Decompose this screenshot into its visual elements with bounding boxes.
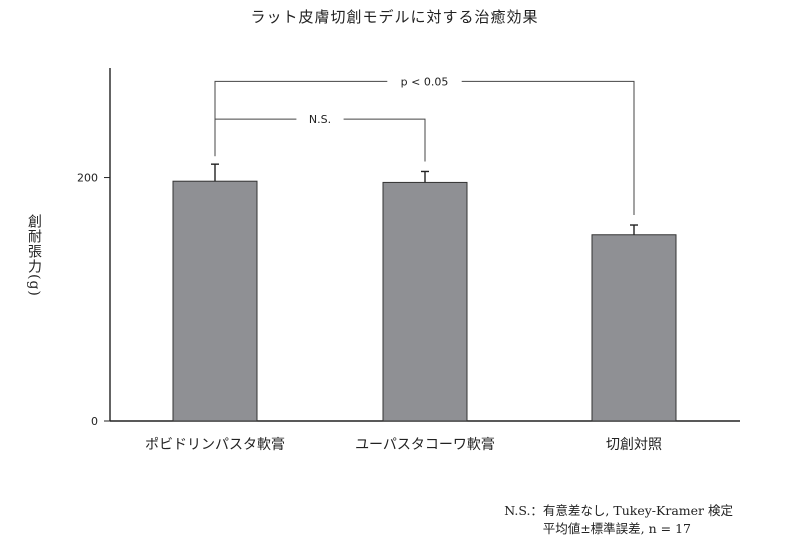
- y-tick-label: 0: [91, 415, 98, 428]
- y-tick-label: 200: [77, 172, 98, 185]
- bracket-label-1: N.S.: [309, 113, 331, 126]
- category-label-1: ポビドリンパスタ軟膏: [145, 436, 285, 453]
- category-label-3: 切創対照: [606, 437, 662, 453]
- bar-1: [172, 180, 258, 422]
- category-label-2: ユーパスタコーワ軟膏: [355, 436, 495, 453]
- bracket-2-left: [214, 80, 388, 157]
- footnote-stat-test: N.S.：有意差なし, Tukey-Kramer 検定: [504, 503, 733, 518]
- y-axis-label: 創耐張力(g): [26, 213, 42, 297]
- footnote-stats: 平均値±標準誤差, n = 17: [542, 521, 691, 536]
- bracket-2-right: [461, 80, 635, 216]
- chart-title: ラット皮膚切創モデルに対する治癒効果: [250, 8, 539, 26]
- bar-3: [591, 234, 677, 422]
- bracket-label-2: p < 0.05: [401, 75, 449, 88]
- bracket-1-left: [214, 118, 297, 157]
- bracket-1-right: [343, 118, 426, 162]
- bar-2: [382, 181, 468, 422]
